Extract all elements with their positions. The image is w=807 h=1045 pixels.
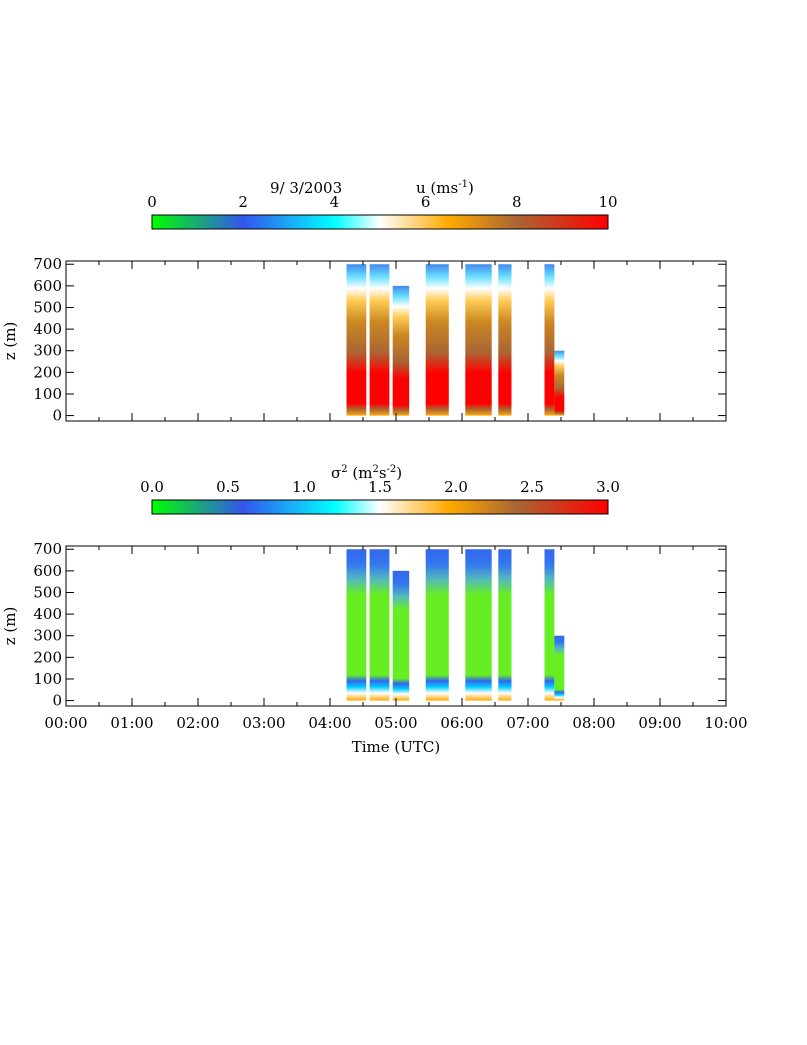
u-title-variable: u (ms-1) <box>416 179 474 197</box>
sigma-data-column <box>392 570 410 701</box>
u-colorbar-tick-label: 4 <box>330 193 340 211</box>
u-data-column <box>425 264 449 416</box>
u-data-column <box>392 285 410 416</box>
sigma-title-open: (m <box>348 464 373 482</box>
sigma-colorbar-ticklabels: 0.0 0.5 1.0 1.5 2.0 2.5 3.0 <box>140 478 620 496</box>
sigma-title-exp3: -2 <box>387 464 397 475</box>
sigma-colorbar-tick-label: 1.5 <box>368 478 392 496</box>
sigma-yticks: 0 100 200 300 400 500 600 700 <box>33 540 726 710</box>
sigma-xtick-label: 01:00 <box>110 714 153 732</box>
sigma-ylabel: z (m) <box>1 607 19 646</box>
sigma-colorbar <box>151 499 609 515</box>
sigma-xtick-label: 07:00 <box>506 714 549 732</box>
sigma-colorbar-tick-label: 2.5 <box>520 478 544 496</box>
sigma-title-mid: s <box>379 464 387 482</box>
sigma-xtick-label: 10:00 <box>704 714 747 732</box>
u-title-close: ) <box>468 179 474 197</box>
sigma-data-column <box>425 549 449 701</box>
sigma-colorbar-tick-label: 3.0 <box>596 478 620 496</box>
sigma-colorbar-tick-label: 1.0 <box>292 478 316 496</box>
u-yticks: 0 100 200 300 400 500 600 700 <box>33 255 726 425</box>
sigma-colorbar-tick-label: 0.0 <box>140 478 164 496</box>
sigma-colorbar-tick-label: 2.0 <box>444 478 468 496</box>
u-colorbar-tick-label: 0 <box>147 193 157 211</box>
u-ytick-label: 500 <box>33 298 62 316</box>
sigma-title-exp: 2 <box>341 464 347 475</box>
sigma-panel: σ2 (m2s-2) 0.0 0.5 1.0 1.5 2.0 2.5 3.0 0100200… <box>1 464 748 756</box>
sigma-xtick-label: 08:00 <box>572 714 615 732</box>
u-data-columns <box>346 264 565 416</box>
sigma-ytick-label: 100 <box>33 670 62 688</box>
sigma-data-column <box>369 549 390 701</box>
u-data-column <box>498 264 512 416</box>
u-panel: 9/ 3/2003 u (ms-1) 0 2 4 6 8 10 0 100 200 300 400… <box>1 179 727 425</box>
u-ytick-label: 300 <box>33 342 62 360</box>
sigma-ytick-label: 300 <box>33 627 62 645</box>
sigma-xtick-label: 03:00 <box>242 714 285 732</box>
sigma-ytick-label: 200 <box>33 648 62 666</box>
sigma-title-close: ) <box>396 464 402 482</box>
sigma-colorbar-tick-label: 0.5 <box>216 478 240 496</box>
u-data-column <box>554 350 565 416</box>
sigma-xtick-label: 00:00 <box>44 714 87 732</box>
u-ylabel: z (m) <box>1 322 19 361</box>
sigma-title-var: σ <box>331 464 341 482</box>
u-xticks <box>65 261 727 421</box>
sigma-ytick-label: 0 <box>52 692 62 710</box>
sigma-data-column <box>498 549 512 701</box>
u-ytick-label: 0 <box>52 407 62 425</box>
u-title-unit-exp: -1 <box>458 179 468 190</box>
sigma-ytick-label: 700 <box>33 540 62 558</box>
sigma-data-column <box>465 549 492 701</box>
sigma-xtick-label: 09:00 <box>638 714 681 732</box>
u-colorbar-tick-label: 6 <box>421 193 431 211</box>
u-title-date: 9/ 3/2003 <box>270 179 342 197</box>
sigma-ytick-label: 500 <box>33 583 62 601</box>
sigma-xtick-label: 06:00 <box>440 714 483 732</box>
sigma-xtick-label: 02:00 <box>176 714 219 732</box>
sigma-title: σ2 (m2s-2) <box>331 464 402 482</box>
u-ytick-label: 400 <box>33 320 62 338</box>
sigma-ytick-label: 600 <box>33 562 62 580</box>
u-title-var: u (ms <box>416 179 458 197</box>
sigma-xlabel: Time (UTC) <box>352 738 441 756</box>
u-colorbar-ticklabels: 0 2 4 6 8 10 <box>147 193 617 211</box>
u-data-column <box>544 264 555 416</box>
u-data-column <box>465 264 492 416</box>
u-ytick-label: 600 <box>33 277 62 295</box>
sigma-data-columns <box>346 549 565 701</box>
sigma-ytick-label: 400 <box>33 605 62 623</box>
sigma-data-column <box>346 549 367 701</box>
u-data-column <box>346 264 367 416</box>
u-colorbar-tick-label: 10 <box>598 193 617 211</box>
u-colorbar <box>151 214 609 230</box>
u-ytick-label: 100 <box>33 385 62 403</box>
sigma-xticks: 00:00 01:00 02:00 03:00 04:00 05:00 06:00 07:00… <box>44 546 748 732</box>
sigma-xtick-label: 04:00 <box>308 714 351 732</box>
sigma-data-column <box>554 635 565 701</box>
sigma-title-exp2: 2 <box>372 464 378 475</box>
u-colorbar-tick-label: 8 <box>512 193 522 211</box>
sigma-data-column <box>544 549 555 701</box>
sigma-xtick-label: 05:00 <box>374 714 417 732</box>
u-colorbar-tick-label: 2 <box>238 193 248 211</box>
u-ytick-label: 200 <box>33 363 62 381</box>
u-ytick-label: 700 <box>33 255 62 273</box>
u-data-column <box>369 264 390 416</box>
